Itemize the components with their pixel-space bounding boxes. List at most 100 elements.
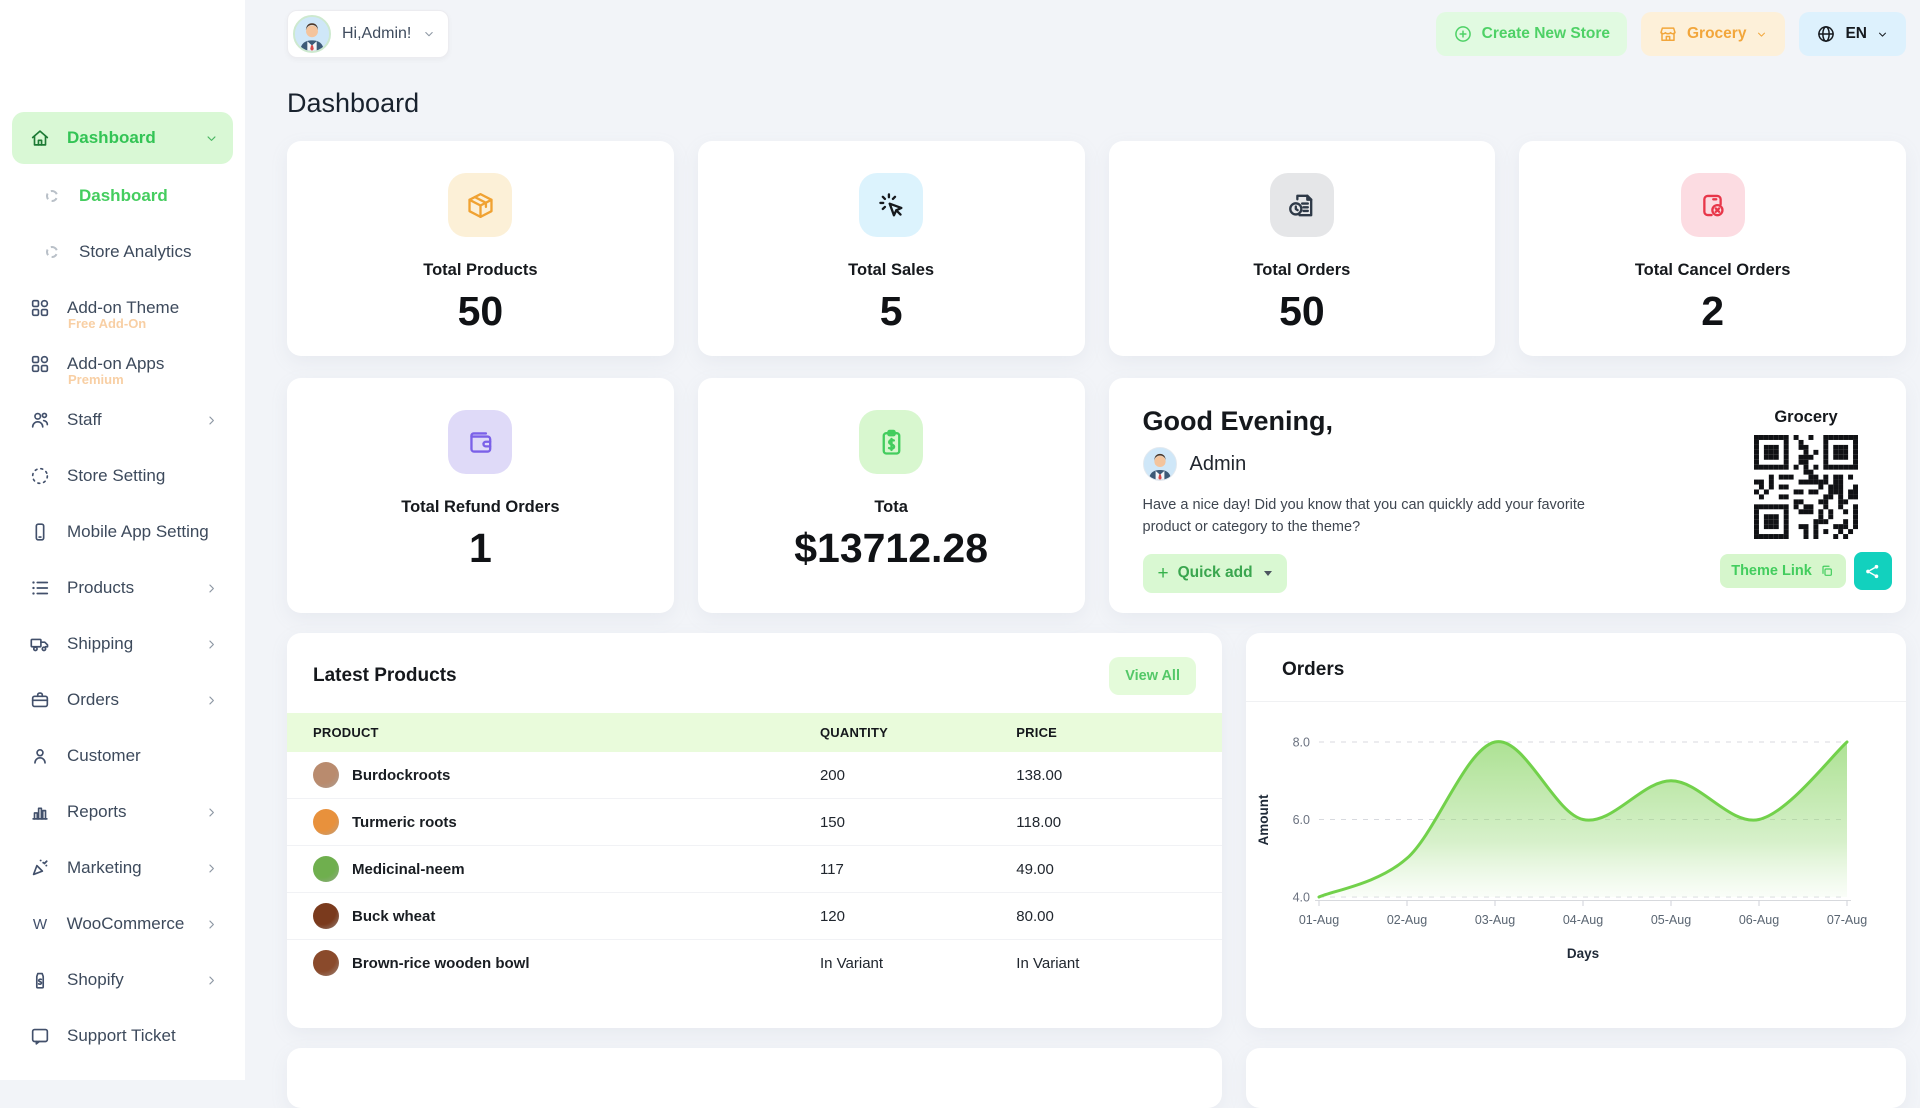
sidebar-item-store-analytics[interactable]: Store Analytics bbox=[12, 232, 233, 272]
svg-text:Amount: Amount bbox=[1256, 794, 1271, 845]
chevron-right-icon bbox=[199, 693, 223, 708]
quick-add-button[interactable]: + Quick add bbox=[1142, 553, 1287, 593]
chevron-right-icon bbox=[199, 805, 223, 820]
wallet-icon bbox=[448, 410, 513, 474]
sidebar-item-label: Staff bbox=[67, 410, 102, 429]
stat-value: $13712.28 bbox=[794, 525, 989, 571]
sidebar-item-marketing[interactable]: Marketing bbox=[12, 848, 233, 888]
table-row: Turmeric roots 150 118.00 bbox=[287, 798, 1222, 846]
share-button[interactable] bbox=[1853, 552, 1892, 590]
sidebar-nav: Dashboard Dashboard Store Analytics Add-on … bbox=[0, 0, 245, 1056]
table-row: Medicinal-neem 117 49.00 bbox=[287, 845, 1222, 893]
chevron-right-icon bbox=[199, 413, 223, 428]
sidebar-item-mobile-app-setting[interactable]: Mobile App Setting bbox=[12, 512, 233, 552]
sidebar-item-staff[interactable]: Staff bbox=[12, 400, 233, 440]
stats-row-2: Good Evening, Admin Have a nice day! Did… bbox=[287, 378, 1906, 613]
table-header-row: PRODUCT QUANTITY PRICE bbox=[287, 713, 1222, 752]
product-quantity: 150 bbox=[819, 798, 1017, 846]
sidebar-item-shipping[interactable]: Shipping bbox=[12, 624, 233, 664]
sidebar: Dashboard Dashboard Store Analytics Add-on … bbox=[0, 0, 245, 1080]
svg-text:02-Aug: 02-Aug bbox=[1387, 913, 1427, 927]
sidebar-item-label: Add-on Theme bbox=[67, 298, 180, 317]
create-new-store-label: Create New Store bbox=[1481, 25, 1610, 42]
product-name: Turmeric roots bbox=[352, 813, 457, 831]
sidebar-item-label: Orders bbox=[67, 690, 119, 709]
latest-products-table: PRODUCT QUANTITY PRICE Burdockroots 200 138.… bbox=[287, 713, 1222, 986]
sidebar-item-support-ticket[interactable]: Support Ticket bbox=[12, 1016, 233, 1056]
sidebar-item-badge: Premium bbox=[68, 372, 124, 387]
orders-chart-svg: 4.0 6.0 8.0 01-Aug 02-Aug 03-Aug 04-Aug 05-Aug 0… bbox=[1256, 736, 1867, 962]
caret-down-icon bbox=[1263, 570, 1272, 576]
sidebar-item-products[interactable]: Products bbox=[12, 568, 233, 608]
partial-card-left bbox=[287, 1048, 1222, 1108]
sidebar-item-store-setting[interactable]: Store Setting bbox=[12, 456, 233, 496]
stat-card-total-cancel-orders: Total Cancel Orders 2 bbox=[1519, 141, 1906, 356]
sidebar-item-customer[interactable]: Customer bbox=[12, 736, 233, 776]
page-title: Dashboard bbox=[287, 88, 420, 118]
topbar: Hi,Admin! Create New Store Grocery EN bbox=[287, 10, 1906, 58]
language-selector-button[interactable]: EN bbox=[1799, 12, 1906, 56]
cancel-order-icon bbox=[1680, 173, 1745, 237]
svg-text:07-Aug: 07-Aug bbox=[1827, 913, 1867, 927]
divider bbox=[1246, 701, 1906, 702]
product-quantity: 117 bbox=[819, 845, 1017, 893]
product-name-cell: Buck wheat bbox=[287, 903, 820, 929]
greeting-user: Admin bbox=[1142, 447, 1737, 481]
column-header: QUANTITY bbox=[819, 725, 888, 740]
orders-chart-card: Orders 4.0 6.0 8.0 01-Aug 02-Aug 03-Aug 04-Aug… bbox=[1246, 633, 1906, 1028]
staff-icon bbox=[28, 409, 52, 431]
sidebar-item-add-on-apps[interactable]: Add-on Apps Premium bbox=[12, 344, 233, 387]
order-history-icon bbox=[1269, 173, 1334, 237]
stat-label: Total Cancel Orders bbox=[1634, 261, 1791, 279]
sidebar-item-reports[interactable]: Reports bbox=[12, 792, 233, 832]
stat-card-total-orders: Total Orders 50 bbox=[1108, 141, 1496, 356]
sidebar-item-woocommerce[interactable]: W WooCommerce bbox=[12, 904, 233, 944]
svg-text:8.0: 8.0 bbox=[1293, 736, 1310, 750]
greeting-card: Good Evening, Admin Have a nice day! Did… bbox=[1108, 378, 1906, 613]
store-selector-label: Grocery bbox=[1687, 25, 1747, 42]
greeting-title: Good Evening, bbox=[1142, 406, 1334, 436]
sidebar-item-dashboard[interactable]: Dashboard bbox=[12, 112, 233, 164]
chevron-right-icon bbox=[199, 637, 223, 652]
sidebar-item-label: Shopify bbox=[67, 970, 124, 989]
product-name: Burdockroots bbox=[352, 766, 451, 784]
sidebar-item-label: Products bbox=[67, 578, 135, 597]
stats-row-1: Total Products 50 Total Sales 5 Total Orders… bbox=[287, 141, 1906, 356]
shipping-icon bbox=[28, 633, 52, 655]
support-icon bbox=[28, 1025, 52, 1047]
stat-card-tota: Tota $13712.28 bbox=[697, 378, 1085, 613]
user-menu-button[interactable]: Hi,Admin! bbox=[287, 10, 450, 58]
topbar-actions: Create New Store Grocery EN bbox=[1435, 12, 1906, 56]
chevron-down-icon bbox=[422, 27, 436, 41]
sidebar-item-label: Dashboard bbox=[67, 128, 156, 147]
create-new-store-button[interactable]: Create New Store bbox=[1435, 12, 1627, 56]
latest-products-title: Latest Products bbox=[313, 665, 457, 686]
chevron-down-icon bbox=[199, 131, 223, 146]
apps-icon bbox=[28, 297, 52, 319]
store-icon bbox=[1658, 24, 1678, 44]
theme-link-button[interactable]: Theme Link bbox=[1720, 554, 1846, 588]
product-thumbnail bbox=[313, 903, 339, 929]
sidebar-item-label: Shipping bbox=[67, 634, 134, 653]
apps-icon bbox=[28, 353, 52, 375]
stat-label: Tota bbox=[874, 498, 908, 516]
store-setting-icon bbox=[28, 465, 52, 487]
latest-products-header: Latest Products View All bbox=[287, 633, 1222, 713]
avatar bbox=[1142, 447, 1177, 481]
sidebar-item-shopify[interactable]: Shopify bbox=[12, 960, 233, 1000]
sidebar-item-add-on-theme[interactable]: Add-on Theme Free Add-On bbox=[12, 288, 233, 331]
sidebar-item-dashboard[interactable]: Dashboard bbox=[12, 176, 233, 216]
view-all-button[interactable]: View All bbox=[1109, 657, 1196, 695]
language-label: EN bbox=[1845, 25, 1867, 42]
product-thumbnail bbox=[313, 762, 339, 788]
svg-text:03-Aug: 03-Aug bbox=[1475, 913, 1515, 927]
store-selector-button[interactable]: Grocery bbox=[1641, 12, 1786, 56]
svg-text:4.0: 4.0 bbox=[1293, 891, 1310, 905]
stat-label: Total Orders bbox=[1253, 261, 1351, 279]
chevron-down-icon bbox=[1755, 28, 1768, 41]
chevron-right-icon bbox=[199, 973, 223, 988]
sidebar-item-orders[interactable]: Orders bbox=[12, 680, 233, 720]
stat-label: Total Refund Orders bbox=[401, 498, 560, 516]
stat-value: 50 bbox=[1279, 288, 1325, 334]
progress-circle-icon bbox=[46, 190, 58, 202]
